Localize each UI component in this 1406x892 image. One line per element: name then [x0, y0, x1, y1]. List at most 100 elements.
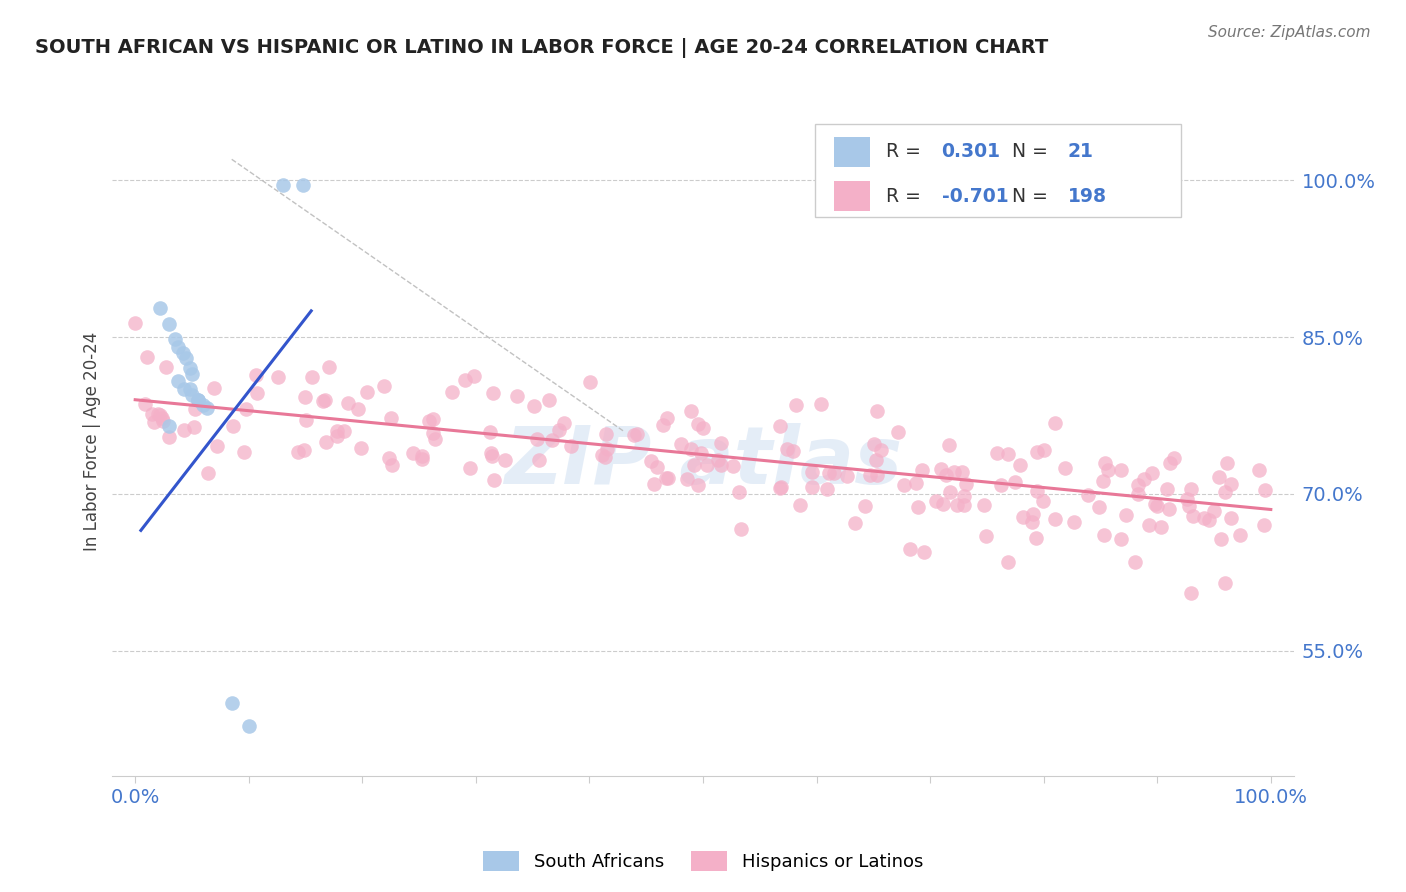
Point	[205, 438, 228, 452]
Point	[686, 478, 709, 492]
Point	[1094, 456, 1116, 470]
Text: R =: R =	[886, 186, 927, 205]
Point	[1004, 475, 1026, 489]
Point	[246, 385, 269, 400]
Point	[681, 404, 703, 418]
Point	[669, 437, 692, 451]
Point	[378, 450, 401, 465]
Point	[953, 489, 976, 503]
Point	[785, 398, 807, 412]
Point	[135, 350, 157, 364]
Point	[148, 407, 170, 421]
Point	[1229, 527, 1251, 541]
Point	[292, 442, 315, 457]
Point	[863, 436, 886, 450]
Point	[381, 458, 404, 472]
Point	[801, 480, 824, 494]
Point	[782, 444, 804, 458]
Point	[167, 374, 190, 388]
Point	[925, 493, 948, 508]
Point	[312, 394, 335, 409]
Point	[1180, 483, 1202, 497]
Point	[1146, 500, 1168, 514]
Point	[1026, 483, 1049, 498]
Point	[645, 459, 668, 474]
Point	[453, 373, 475, 387]
Point	[356, 384, 378, 399]
Text: 0.301: 0.301	[942, 143, 1001, 161]
Point	[1043, 417, 1066, 431]
Point	[866, 467, 889, 482]
Point	[155, 360, 177, 375]
Point	[1128, 486, 1150, 500]
Point	[222, 419, 245, 434]
Point	[1115, 508, 1137, 523]
Point	[481, 449, 503, 463]
Point	[1109, 532, 1132, 546]
Point	[1033, 443, 1056, 458]
Point	[202, 381, 225, 395]
Point	[579, 376, 602, 390]
Point	[710, 458, 733, 472]
Point	[197, 466, 219, 480]
Point	[479, 446, 502, 460]
Point	[294, 391, 316, 405]
Point	[1126, 478, 1149, 492]
Point	[721, 458, 744, 473]
Point	[1209, 532, 1232, 546]
Point	[350, 442, 373, 456]
Point	[643, 476, 665, 491]
Point	[157, 418, 180, 433]
Point	[905, 475, 928, 490]
Point	[730, 522, 752, 536]
Point	[402, 446, 425, 460]
Point	[997, 447, 1019, 461]
Point	[1092, 527, 1115, 541]
Point	[326, 429, 349, 443]
Point	[953, 498, 976, 512]
Point	[1022, 507, 1045, 521]
Point	[235, 402, 257, 417]
Point	[1133, 472, 1156, 486]
Point	[775, 442, 797, 456]
Point	[1139, 518, 1161, 533]
Point	[690, 445, 713, 459]
Point	[866, 404, 889, 418]
Point	[859, 468, 882, 483]
Point	[1150, 520, 1173, 534]
Point	[238, 719, 260, 733]
Point	[1097, 463, 1119, 477]
Point	[183, 419, 205, 434]
Point	[183, 401, 205, 416]
Point	[553, 417, 575, 431]
Point	[287, 445, 309, 459]
Point	[898, 542, 921, 557]
Point	[187, 392, 209, 407]
Point	[506, 389, 529, 403]
Point	[1163, 451, 1185, 466]
Point	[267, 369, 290, 384]
Point	[179, 382, 201, 396]
Point	[337, 395, 360, 409]
Point	[314, 393, 336, 408]
Point	[907, 500, 929, 514]
Point	[1247, 463, 1270, 477]
Point	[1208, 470, 1230, 484]
Point	[315, 435, 337, 450]
Point	[1216, 456, 1239, 470]
Text: ZIP atlas: ZIP atlas	[503, 423, 903, 500]
Point	[942, 465, 965, 479]
Point	[955, 477, 977, 491]
Point	[187, 392, 209, 407]
FancyBboxPatch shape	[834, 136, 869, 167]
Point	[152, 414, 174, 428]
Point	[950, 465, 973, 479]
Point	[325, 424, 347, 438]
Point	[373, 379, 395, 393]
Point	[538, 393, 561, 408]
Point	[157, 430, 180, 444]
Y-axis label: In Labor Force | Age 20-24: In Labor Force | Age 20-24	[83, 332, 101, 551]
Text: SOUTH AFRICAN VS HISPANIC OR LATINO IN LABOR FORCE | AGE 20-24 CORRELATION CHART: SOUTH AFRICAN VS HISPANIC OR LATINO IN L…	[35, 38, 1049, 58]
Point	[1010, 458, 1032, 472]
Point	[301, 370, 323, 384]
